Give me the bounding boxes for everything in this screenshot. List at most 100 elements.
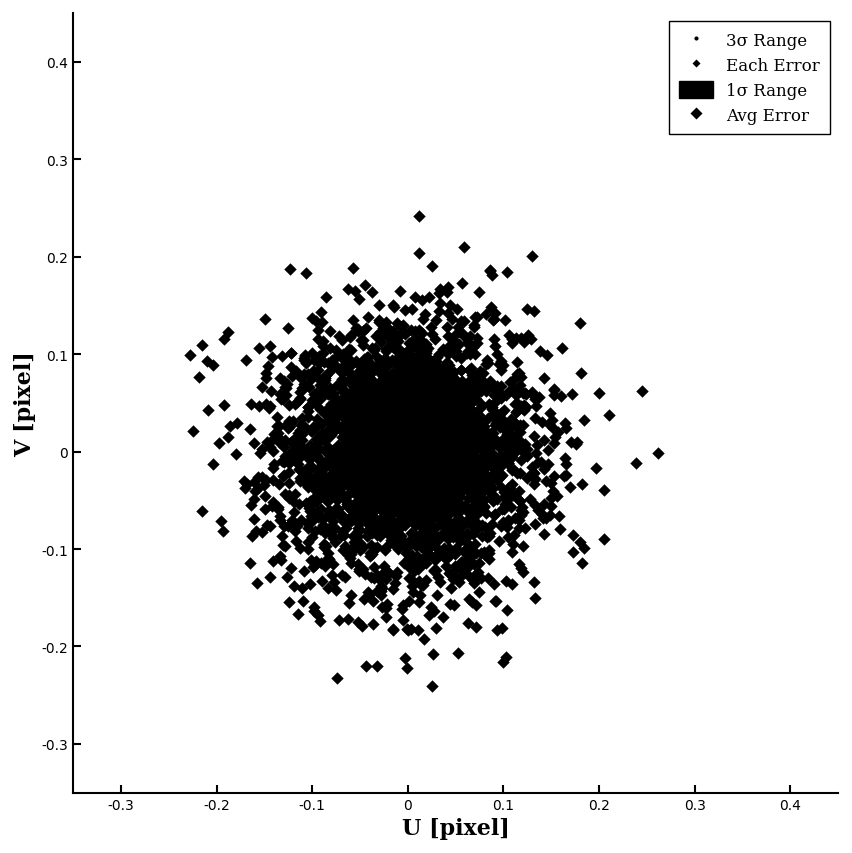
Point <box>291 450 304 464</box>
Point <box>376 398 389 412</box>
Point <box>378 410 392 424</box>
Point <box>273 393 287 407</box>
Point <box>349 498 363 512</box>
Point <box>367 560 381 574</box>
Point <box>454 364 468 378</box>
Point <box>420 417 434 431</box>
Point <box>337 350 351 363</box>
Point <box>404 561 417 575</box>
Point <box>497 414 510 427</box>
Point <box>396 495 410 508</box>
Point <box>443 418 457 432</box>
Point <box>393 363 406 377</box>
Point <box>435 433 449 447</box>
Point <box>427 421 440 435</box>
Point <box>519 400 532 414</box>
Point <box>294 434 308 448</box>
Point <box>344 432 358 445</box>
Point <box>309 386 323 400</box>
Point <box>475 437 488 450</box>
Point <box>329 473 343 486</box>
Point <box>429 430 443 444</box>
Point <box>331 405 345 419</box>
Point <box>429 551 442 565</box>
Point <box>311 510 325 524</box>
Point <box>331 448 344 461</box>
Point <box>375 448 389 461</box>
Point <box>364 437 377 450</box>
Point <box>527 471 541 485</box>
Point <box>410 486 423 500</box>
Point <box>277 538 291 552</box>
Point <box>364 486 377 500</box>
Point <box>357 430 371 444</box>
Point <box>461 421 475 434</box>
Point <box>500 428 514 442</box>
Point <box>512 514 526 527</box>
Point <box>262 359 275 373</box>
Point <box>394 412 407 426</box>
Point <box>337 395 351 409</box>
Point <box>253 447 267 461</box>
Point <box>381 359 394 373</box>
Point <box>468 430 481 444</box>
Point <box>403 354 417 368</box>
Point <box>504 416 517 430</box>
Point <box>424 489 438 502</box>
Point <box>397 404 411 418</box>
Point <box>471 386 485 399</box>
Point <box>379 601 393 615</box>
Point <box>342 479 355 492</box>
Point <box>326 420 340 433</box>
Point <box>415 501 429 514</box>
Point <box>335 530 348 543</box>
Point <box>347 471 360 485</box>
Point <box>387 531 400 544</box>
Point <box>325 414 339 427</box>
Point <box>309 554 323 568</box>
Point <box>354 386 367 399</box>
Point <box>463 392 477 406</box>
Point <box>404 466 417 479</box>
Point <box>404 532 417 546</box>
Point <box>432 305 446 319</box>
Point <box>406 438 419 451</box>
Point <box>502 421 515 435</box>
Point <box>353 459 366 473</box>
Point <box>487 456 501 470</box>
Point <box>501 449 515 462</box>
Point <box>314 429 328 443</box>
Point <box>378 522 392 536</box>
Point <box>400 493 413 507</box>
Point <box>389 465 402 479</box>
Point <box>513 426 527 440</box>
Point <box>358 371 371 385</box>
Point <box>259 473 273 487</box>
Point <box>315 432 329 446</box>
Point <box>479 507 492 520</box>
Point <box>422 455 435 468</box>
Point <box>448 505 462 519</box>
Point <box>371 423 384 437</box>
Point <box>423 363 437 377</box>
Point <box>351 517 365 531</box>
Point <box>400 482 413 496</box>
Point <box>414 519 428 533</box>
Point <box>402 357 416 370</box>
Point <box>495 621 509 635</box>
Point <box>326 455 340 468</box>
Point <box>365 393 378 407</box>
Point <box>339 427 353 441</box>
Point <box>357 369 371 383</box>
Point <box>425 422 439 436</box>
Point <box>343 427 357 441</box>
Point <box>370 329 383 343</box>
Point <box>405 512 418 525</box>
Point <box>367 409 381 423</box>
Point <box>475 492 489 506</box>
Point <box>365 465 378 479</box>
Point <box>393 329 406 343</box>
Point <box>431 361 445 374</box>
Point <box>437 374 451 387</box>
Point <box>365 473 378 487</box>
